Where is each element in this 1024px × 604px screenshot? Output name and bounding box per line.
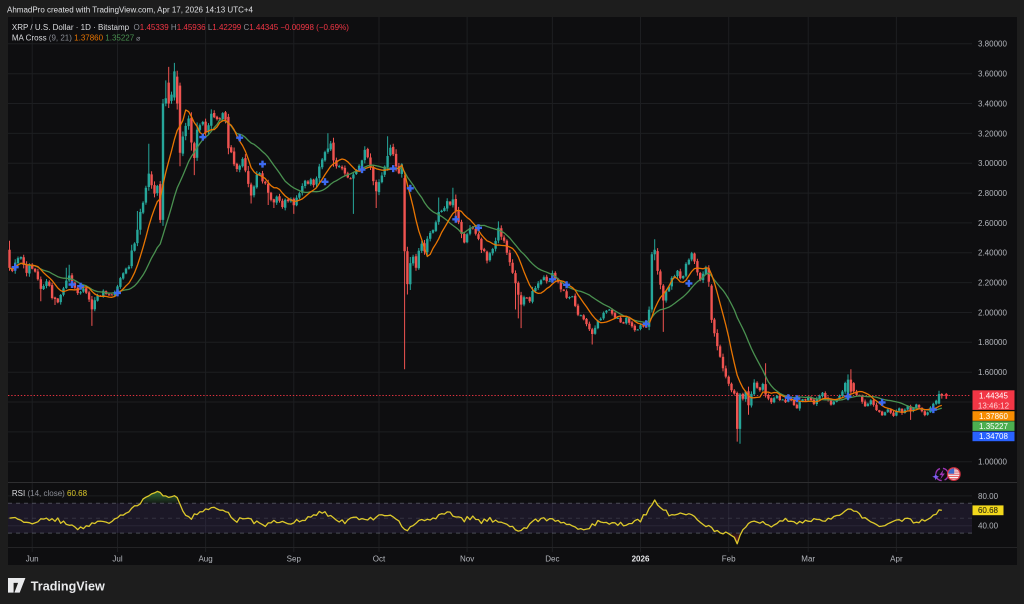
svg-text:3.20000: 3.20000	[978, 129, 1007, 138]
svg-text:Jul: Jul	[112, 555, 122, 564]
svg-text:AhmadPro created with TradingV: AhmadPro created with TradingView.com, A…	[7, 5, 254, 14]
svg-text:Mar: Mar	[801, 555, 815, 564]
svg-text:40.00: 40.00	[978, 522, 999, 531]
svg-text:Jun: Jun	[26, 555, 39, 564]
svg-text:MA Cross (9, 21) 1.37860 1.352: MA Cross (9, 21) 1.37860 1.35227 ⌀	[12, 33, 140, 42]
svg-text:Aug: Aug	[198, 555, 212, 564]
svg-text:Nov: Nov	[460, 555, 474, 564]
svg-text:2.60000: 2.60000	[978, 219, 1007, 228]
svg-text:3.60000: 3.60000	[978, 70, 1007, 79]
svg-text:1.35227: 1.35227	[979, 422, 1008, 431]
svg-text:TradingView: TradingView	[31, 579, 105, 593]
svg-text:RSI (14, close) 60.68: RSI (14, close) 60.68	[12, 489, 88, 498]
svg-text:13:46:12: 13:46:12	[978, 401, 1010, 410]
svg-text:Feb: Feb	[722, 555, 736, 564]
svg-text:Apr: Apr	[890, 555, 903, 564]
svg-text:3.40000: 3.40000	[978, 99, 1007, 108]
svg-text:Oct: Oct	[373, 555, 386, 564]
svg-text:2.40000: 2.40000	[978, 249, 1007, 258]
svg-text:Sep: Sep	[287, 555, 302, 564]
svg-text:2026: 2026	[632, 555, 650, 564]
svg-text:60.68: 60.68	[978, 506, 999, 515]
svg-text:3.80000: 3.80000	[978, 40, 1007, 49]
svg-text:2.00000: 2.00000	[978, 308, 1007, 317]
svg-text:1.80000: 1.80000	[978, 338, 1007, 347]
svg-text:1.44345: 1.44345	[979, 392, 1008, 401]
svg-text:3.00000: 3.00000	[978, 159, 1007, 168]
svg-text:1.34708: 1.34708	[979, 432, 1008, 441]
svg-text:Dec: Dec	[545, 555, 559, 564]
svg-text:1.60000: 1.60000	[978, 368, 1007, 377]
svg-text:2.20000: 2.20000	[978, 279, 1007, 288]
svg-text:1.37860: 1.37860	[979, 412, 1008, 421]
svg-text:80.00: 80.00	[978, 492, 999, 501]
svg-text:2.80000: 2.80000	[978, 189, 1007, 198]
svg-text:XRP / U.S. Dollar · 1D · Bitst: XRP / U.S. Dollar · 1D · Bitstamp O1.453…	[12, 23, 349, 32]
svg-text:1.00000: 1.00000	[978, 458, 1007, 467]
